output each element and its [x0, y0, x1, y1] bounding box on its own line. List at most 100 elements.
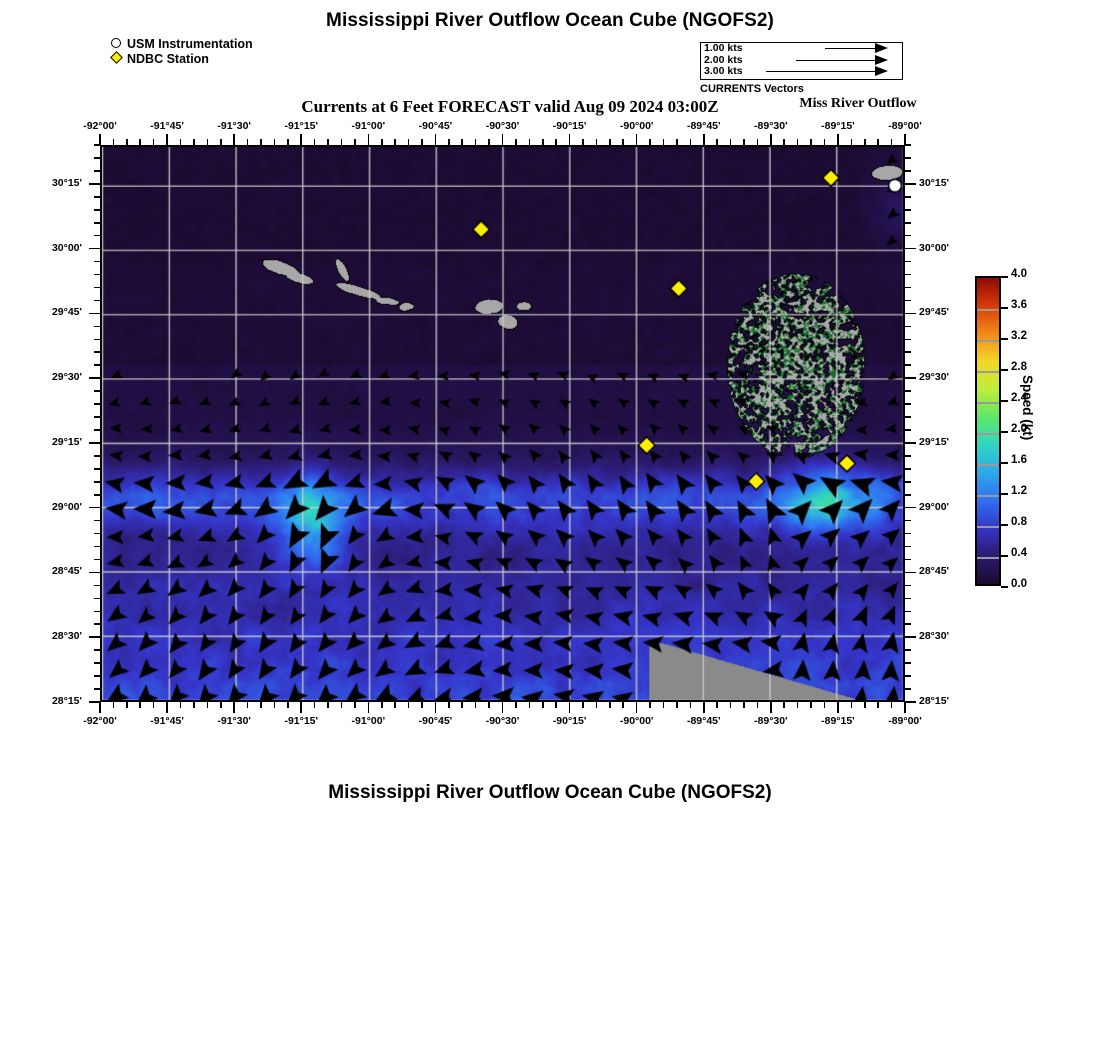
colorbar-tick-label: 3.6	[1011, 299, 1027, 311]
axis-tick	[676, 702, 678, 708]
axis-tick	[905, 558, 911, 561]
colorbar-separator	[977, 464, 999, 466]
y-axis-label: 28°45'	[919, 565, 950, 578]
axis-tick	[810, 702, 812, 708]
colorbar-separator	[977, 526, 999, 528]
x-axis-label: -92°00'	[83, 715, 117, 727]
axis-tick	[756, 139, 759, 145]
axis-tick	[94, 545, 100, 548]
forecast-subtitle: Currents at 6 Feet FORECAST valid Aug 09…	[301, 97, 719, 116]
axis-tick	[568, 702, 571, 713]
axis-tick	[863, 702, 866, 708]
axis-tick	[905, 519, 911, 522]
axis-tick	[179, 702, 182, 708]
vector-scale-label: 1.00 kts	[704, 42, 743, 54]
x-axis-label: -92°00'	[83, 120, 117, 132]
axis-tick	[340, 139, 343, 145]
axis-tick	[905, 299, 911, 302]
colorbar-tick-label: 2.4	[1011, 392, 1027, 404]
y-axis-ticks-right	[905, 144, 917, 703]
axis-tick	[94, 403, 100, 405]
axis-tick	[823, 702, 826, 708]
y-axis-label: 28°45'	[51, 565, 82, 578]
axis-tick	[94, 351, 100, 354]
axis-tick	[89, 701, 100, 703]
axis-tick	[877, 139, 879, 145]
vector-shaft	[796, 59, 875, 61]
axis-tick	[662, 139, 665, 145]
axis-tick	[219, 702, 222, 708]
axis-tick	[394, 139, 396, 145]
vector-scale-caption: CURRENTS Vectors	[700, 83, 804, 95]
colorbar-separator	[977, 433, 999, 435]
y-axis-labels-left: 30°15' 30°00' 29°45' 29°30' 29°15' 29°00' 28°4…	[22, 145, 86, 707]
axis-tick	[905, 688, 911, 690]
colorbar-tick	[1001, 555, 1008, 557]
axis-tick	[890, 139, 893, 145]
x-axis-label: -89°30'	[754, 120, 788, 132]
colorbar-tick-label: 4.0	[1011, 268, 1027, 280]
axis-tick	[622, 139, 625, 145]
x-axis-label: -89°30'	[754, 715, 788, 727]
x-axis-label: -89°45'	[686, 715, 721, 727]
axis-tick	[905, 675, 911, 677]
axis-tick	[905, 234, 911, 237]
axis-tick	[837, 702, 839, 713]
axis-tick	[905, 260, 911, 263]
x-axis-label: -91°00'	[351, 715, 386, 727]
axis-tick	[94, 221, 100, 224]
axis-tick	[313, 702, 316, 708]
axis-tick	[166, 702, 168, 713]
axis-tick	[89, 636, 100, 639]
axis-tick	[94, 649, 100, 651]
x-axis-labels-bottom: -92°00' -91°45' -91°30' -91°15' -91°00' -90°4…	[83, 715, 922, 729]
axis-tick	[810, 139, 812, 145]
axis-tick	[905, 183, 916, 185]
axis-tick	[729, 702, 732, 708]
y-axis-label: 30°15'	[51, 176, 82, 189]
axis-tick	[890, 702, 893, 708]
axis-tick	[340, 702, 343, 708]
map-plot-area[interactable]	[100, 145, 905, 702]
axis-tick	[905, 701, 916, 703]
axis-tick	[541, 139, 544, 145]
axis-tick	[528, 702, 531, 708]
axis-tick	[905, 286, 911, 289]
axis-tick	[501, 134, 504, 145]
x-axis-label: -91°15'	[284, 715, 319, 727]
colorbar-tick-label: 1.2	[1011, 485, 1027, 497]
axis-tick	[94, 675, 100, 677]
axis-tick	[94, 144, 100, 146]
vector-arrowhead	[875, 43, 888, 53]
axis-tick	[94, 157, 100, 159]
axis-tick	[94, 493, 100, 496]
axis-tick	[380, 702, 383, 708]
vector-arrowhead	[875, 54, 888, 65]
axis-tick	[541, 702, 544, 708]
axis-tick	[354, 139, 356, 145]
axis-tick	[635, 134, 638, 145]
axis-tick	[905, 532, 911, 535]
diamond-marker-icon	[108, 51, 126, 66]
colorbar-separator	[977, 557, 999, 559]
axis-tick	[94, 558, 100, 561]
axis-tick	[770, 702, 772, 713]
axis-tick	[99, 702, 101, 713]
current-speed-map[interactable]	[102, 147, 903, 700]
colorbar-separator	[977, 402, 999, 404]
axis-tick	[354, 702, 356, 708]
axis-tick	[905, 377, 916, 379]
axis-tick	[649, 702, 651, 708]
vector-scale-row: 3.00 kts	[701, 65, 902, 78]
axis-tick	[756, 702, 759, 708]
axis-tick	[367, 702, 370, 713]
vector-scale-label: 3.00 kts	[704, 65, 743, 77]
axis-tick	[905, 442, 916, 444]
axis-tick	[582, 139, 584, 145]
vector-scale-row: 1.00 kts	[701, 42, 902, 55]
axis-tick	[676, 139, 678, 145]
axis-tick	[609, 139, 611, 145]
axis-tick	[139, 139, 142, 145]
axis-tick	[837, 134, 839, 145]
x-axis-label: -91°00'	[351, 120, 386, 132]
